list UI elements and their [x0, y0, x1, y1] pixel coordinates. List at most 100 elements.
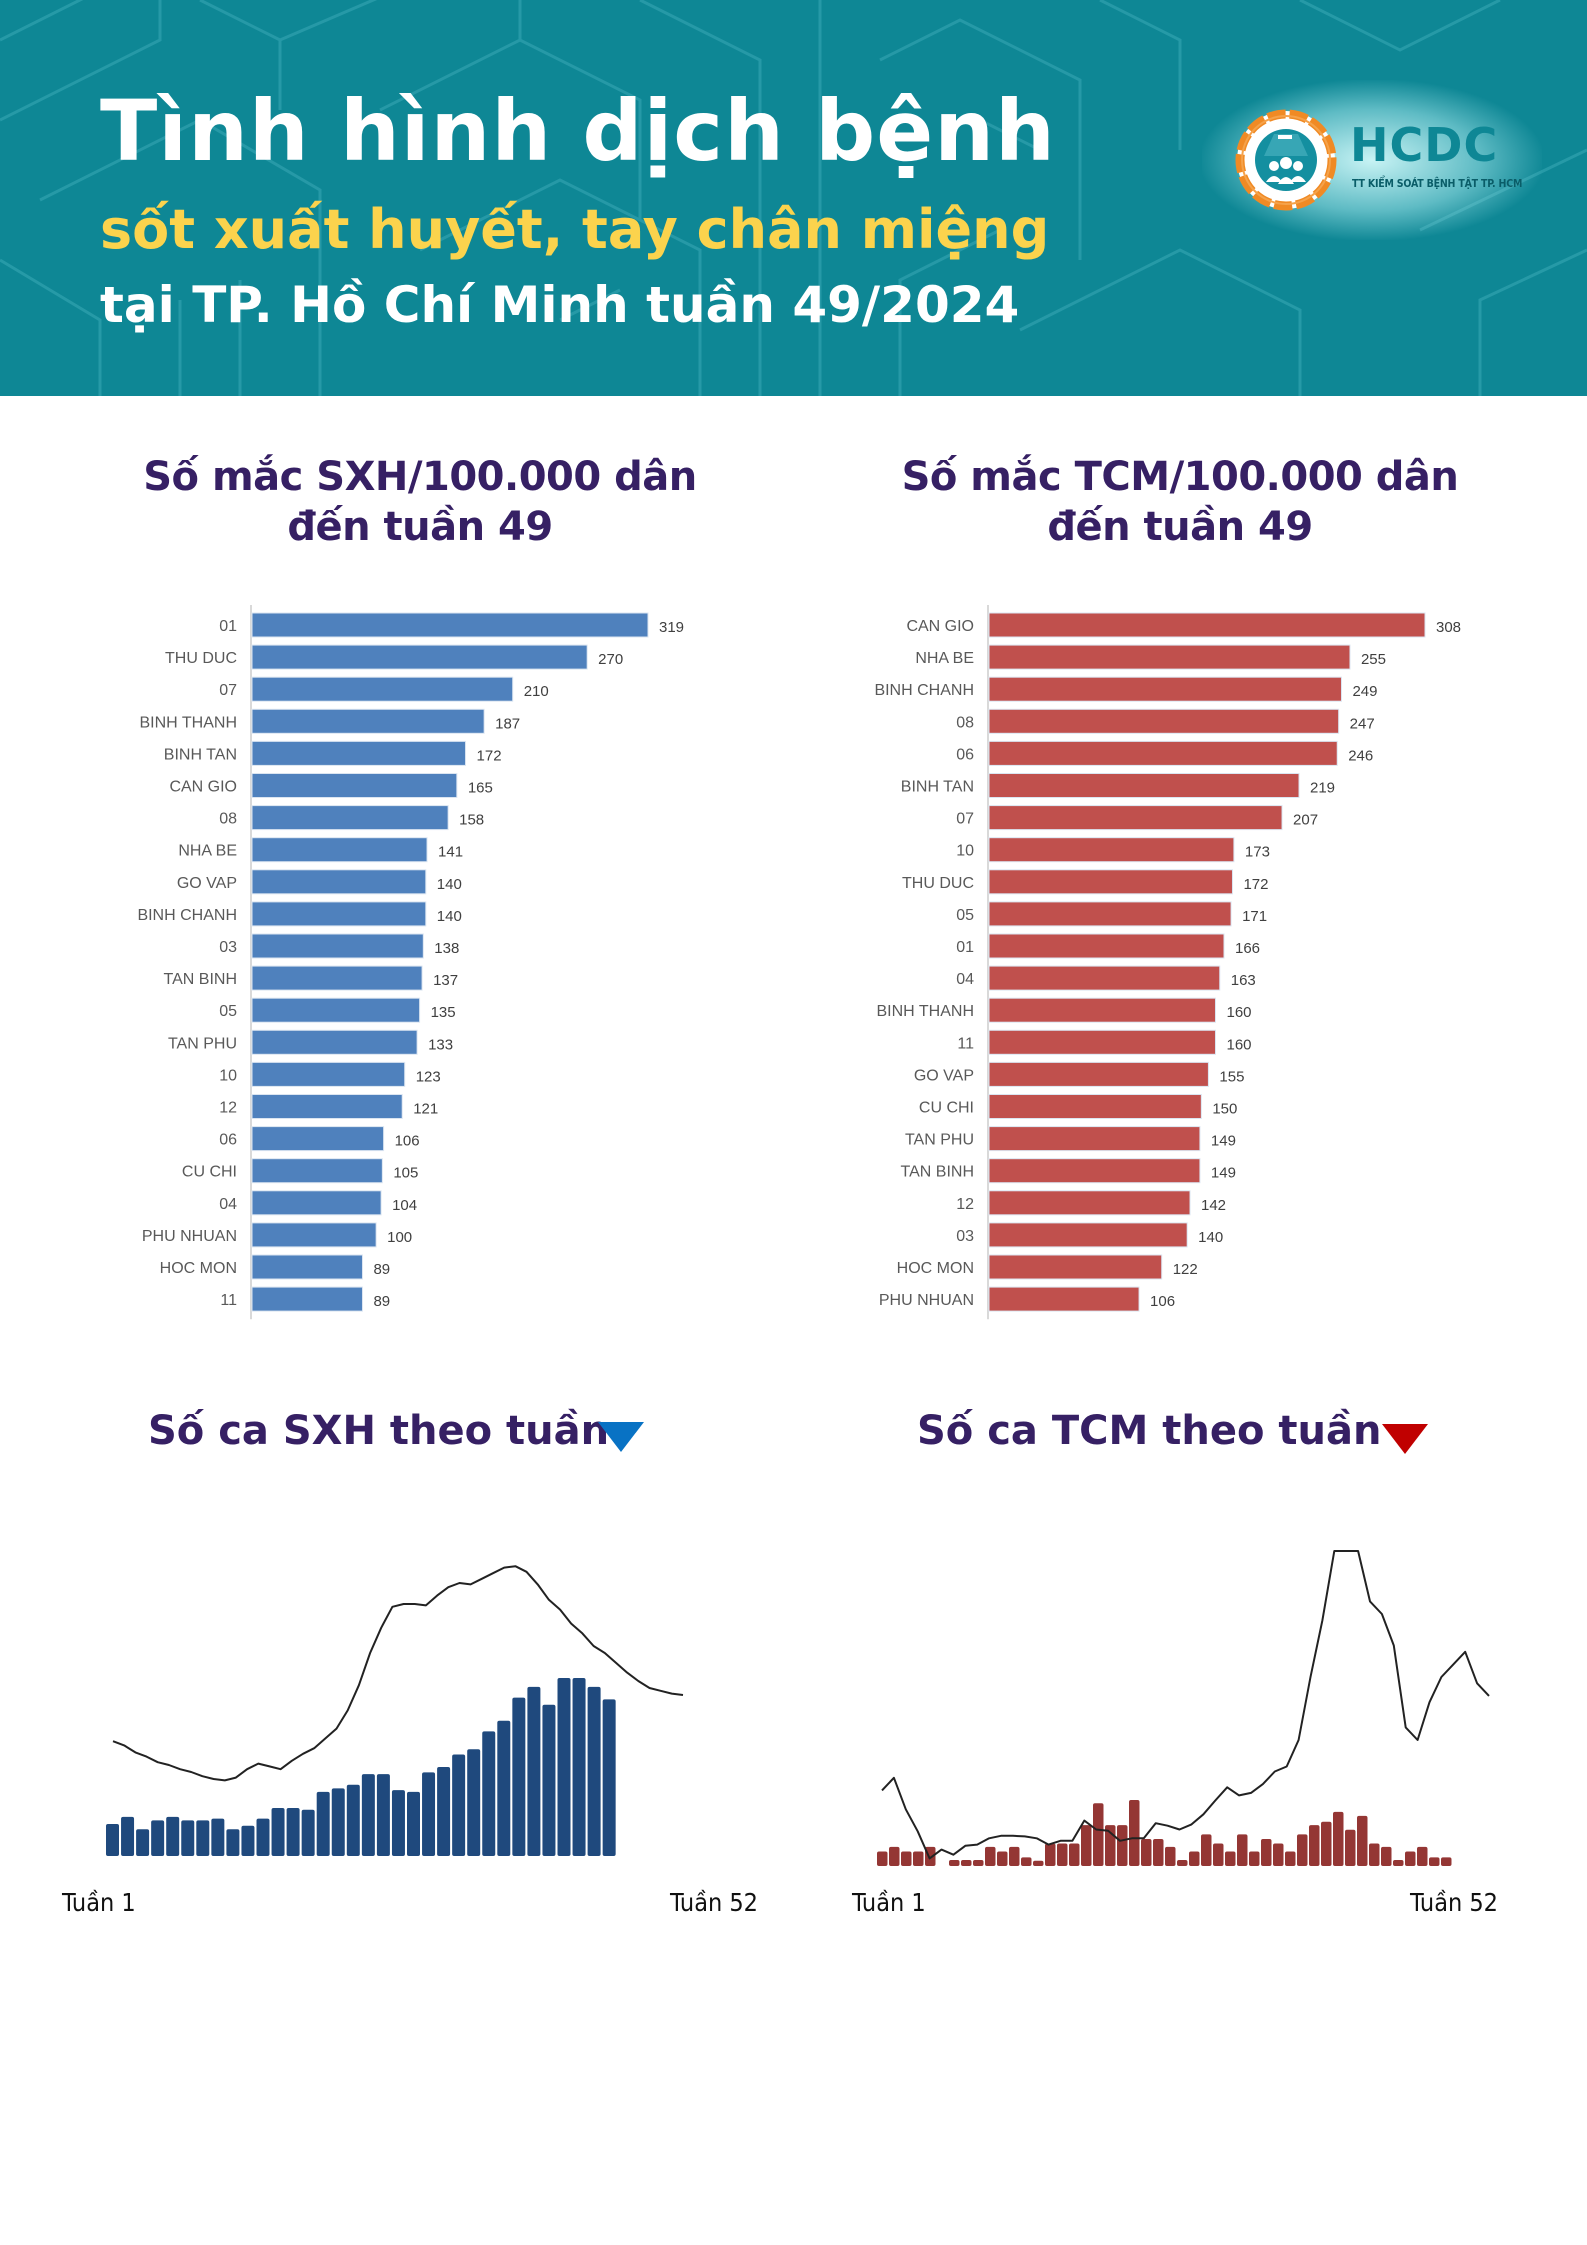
trend-line [881, 1550, 1490, 1860]
header-title: Tình hình dịch bệnh [100, 82, 1056, 180]
bar [251, 773, 458, 798]
bar [988, 805, 1283, 831]
week-bar [1153, 1838, 1164, 1866]
bar [251, 837, 428, 863]
category-label: NHA BE [178, 843, 237, 860]
week-bar [121, 1816, 135, 1856]
bar [988, 997, 1216, 1023]
week-bar [1021, 1857, 1032, 1866]
data-label: 173 [1245, 844, 1270, 861]
bar [251, 1222, 377, 1248]
week-bar [346, 1784, 360, 1856]
data-label: 160 [1226, 1004, 1251, 1021]
week-bar [961, 1860, 972, 1866]
week-bar [901, 1851, 912, 1866]
bar [988, 644, 1351, 670]
week-bar [1441, 1857, 1452, 1866]
data-label: 155 [1219, 1068, 1244, 1085]
bar [988, 708, 1340, 734]
week-bar [376, 1774, 390, 1856]
category-label: 03 [219, 939, 237, 956]
category-label: 07 [956, 811, 974, 828]
week-bar [1297, 1834, 1308, 1866]
bar [251, 644, 588, 670]
category-label: GO VAP [177, 875, 237, 892]
bar [988, 1254, 1163, 1280]
week-bar [985, 1846, 996, 1866]
sxh-weekly-chart [106, 1565, 684, 1856]
data-label: 89 [373, 1293, 390, 1310]
week-bar [1285, 1851, 1296, 1866]
week-bar [497, 1720, 511, 1856]
header-subtitle-diseases: sốt xuất huyết, tay chân miệng [100, 198, 1050, 261]
category-label: THU DUC [165, 650, 237, 667]
week-bar [512, 1697, 526, 1856]
week-bar [1405, 1851, 1416, 1866]
bar [251, 1158, 383, 1184]
bar [988, 869, 1233, 895]
week-bar [151, 1820, 165, 1856]
week-bar [997, 1851, 1008, 1866]
category-label: HOC MON [897, 1260, 974, 1277]
bar [251, 965, 423, 991]
bar [251, 869, 427, 895]
data-label: 135 [431, 1004, 456, 1021]
hcdc-logo-icon [1235, 109, 1337, 211]
category-label: 11 [957, 1035, 974, 1052]
week-bar [1225, 1851, 1236, 1866]
data-label: 122 [1173, 1261, 1198, 1278]
tcm-weekly-chart-title: Số ca TCM theo tuần [917, 1408, 1382, 1454]
category-label: CU CHI [182, 1164, 237, 1181]
category-label: TAN PHU [168, 1035, 237, 1052]
data-label: 166 [1235, 940, 1260, 957]
week-bar [407, 1791, 420, 1856]
tcm-rate-title-line-1: Số mắc TCM/100.000 dân [901, 454, 1459, 500]
week-bar [422, 1772, 436, 1856]
category-label: 06 [956, 746, 974, 763]
category-label: TAN BINH [901, 1164, 974, 1181]
data-label: 165 [468, 780, 493, 797]
category-label: BINH TAN [901, 779, 974, 796]
category-label: 05 [219, 1003, 237, 1020]
week-bar [1201, 1834, 1212, 1866]
category-label: BINH TAN [164, 746, 237, 763]
week-bar [1033, 1860, 1044, 1866]
bar [988, 773, 1300, 798]
week-bar [1237, 1834, 1248, 1866]
week-bar [181, 1820, 195, 1856]
bar [988, 1158, 1201, 1184]
week-bar [1213, 1843, 1224, 1866]
week-bar [527, 1686, 541, 1856]
data-label: 171 [1242, 908, 1267, 925]
header-pattern [0, 0, 1587, 396]
bar [988, 1061, 1209, 1087]
week-bar [391, 1790, 405, 1856]
week-bar [271, 1807, 285, 1856]
category-label: 11 [220, 1292, 237, 1309]
bar [988, 1094, 1202, 1119]
sxh-rate-chart-title: Số mắc SXH/100.000 dân đến tuần 49 [60, 452, 780, 552]
week-bar [482, 1731, 496, 1856]
week-bar [877, 1851, 888, 1866]
week-bar [1165, 1846, 1176, 1866]
week-bar [301, 1809, 315, 1856]
data-label: 187 [495, 715, 520, 732]
bar [251, 1126, 385, 1152]
data-label: 121 [413, 1101, 438, 1118]
week-bar [1129, 1800, 1140, 1866]
category-label: BINH CHANH [874, 682, 974, 699]
category-label: PHU NHUAN [879, 1292, 974, 1309]
category-label: 04 [956, 971, 974, 988]
week-bar [1381, 1846, 1392, 1866]
week-bar [211, 1818, 225, 1856]
week-bar [557, 1678, 571, 1856]
data-label: 150 [1212, 1101, 1237, 1118]
week-bar [1261, 1838, 1272, 1866]
data-label: 89 [373, 1261, 390, 1278]
tcm-rate-title-line-2: đến tuần 49 [1047, 504, 1313, 550]
trend-line [112, 1565, 684, 1782]
bar [988, 676, 1342, 702]
data-label: 137 [433, 972, 458, 989]
bar [251, 997, 421, 1023]
bar [988, 1222, 1188, 1248]
